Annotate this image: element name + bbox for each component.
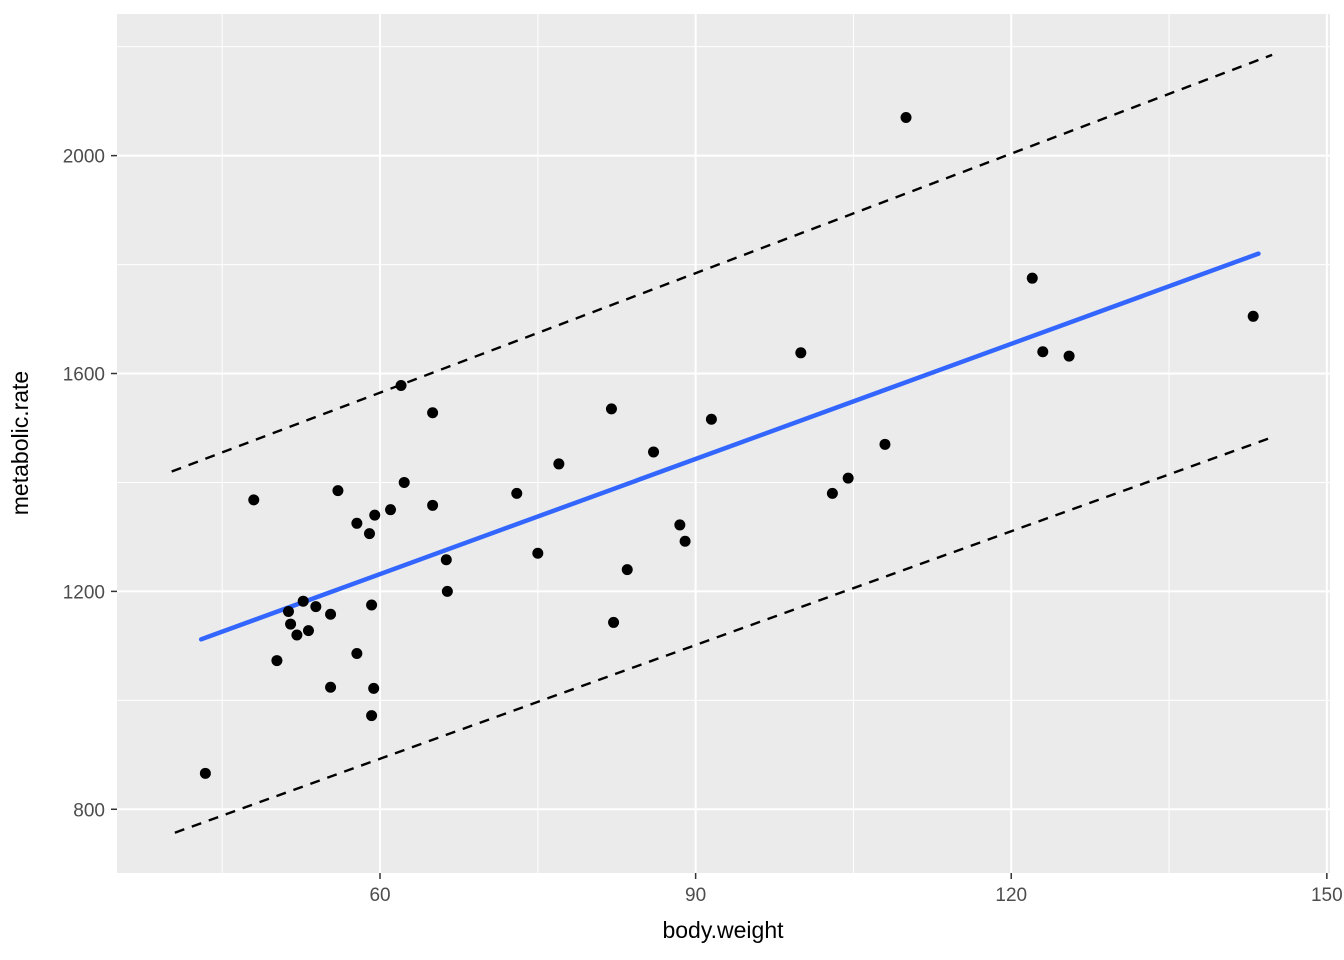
data-point — [291, 629, 303, 641]
data-point — [553, 458, 565, 470]
x-tick-label: 150 — [1311, 885, 1343, 906]
x-tick-label: 60 — [369, 885, 390, 906]
data-point — [398, 476, 410, 488]
data-point — [297, 595, 309, 607]
data-point — [325, 608, 337, 620]
data-point — [879, 438, 891, 450]
data-point — [351, 647, 363, 659]
data-point — [395, 379, 407, 391]
upper-prediction-line — [171, 53, 1273, 473]
data-point — [440, 554, 452, 566]
x-axis-tick-labels: 60 90 120 150 — [369, 885, 1342, 906]
x-tick-label: 90 — [685, 885, 706, 906]
data-point — [302, 625, 314, 637]
data-point — [368, 682, 380, 694]
data-point — [826, 487, 838, 499]
data-point — [621, 564, 633, 576]
minor-gridlines — [117, 14, 1330, 873]
data-point — [1063, 350, 1075, 362]
y-axis-tick-marks — [111, 154, 117, 811]
data-point — [1026, 272, 1038, 284]
data-point — [674, 519, 686, 531]
data-point — [511, 487, 523, 499]
data-point — [532, 547, 544, 559]
data-point — [248, 494, 260, 506]
y-tick-label: 2000 — [63, 147, 105, 168]
plot-panel — [117, 14, 1330, 873]
data-point — [427, 499, 439, 511]
data-point — [1037, 346, 1049, 358]
data-point — [441, 585, 453, 597]
major-gridlines — [117, 14, 1330, 873]
data-point — [605, 403, 617, 415]
data-point — [271, 655, 283, 667]
y-tick-label: 1600 — [63, 365, 105, 386]
y-tick-label: 800 — [73, 800, 105, 821]
data-point — [705, 413, 717, 425]
data-point — [285, 618, 297, 630]
x-tick-label: 120 — [995, 885, 1027, 906]
y-axis-title: metabolic.rate — [7, 371, 33, 515]
prediction-interval-lines — [171, 53, 1273, 834]
data-point — [351, 517, 363, 529]
data-point — [199, 767, 211, 779]
data-point — [325, 681, 337, 693]
data-point — [842, 472, 854, 484]
data-point — [648, 446, 660, 458]
data-point — [427, 407, 439, 419]
data-point — [795, 347, 807, 359]
data-point — [369, 509, 381, 521]
data-point — [679, 535, 691, 547]
x-axis-title: body.weight — [662, 917, 784, 943]
data-point — [900, 111, 912, 123]
y-tick-label: 1200 — [63, 582, 105, 603]
regression-line — [198, 251, 1261, 642]
data-point — [310, 601, 322, 613]
x-axis-tick-marks — [379, 873, 1328, 879]
data-point — [332, 485, 344, 497]
data-point — [363, 528, 375, 540]
scatter-points — [199, 111, 1259, 779]
data-point — [366, 599, 378, 611]
y-axis-tick-labels: 800 1200 1600 2000 — [63, 147, 105, 822]
regression-line-segment — [198, 251, 1261, 642]
data-point — [385, 504, 397, 516]
data-point — [1247, 310, 1259, 322]
lower-prediction-line — [174, 436, 1273, 834]
data-point — [608, 616, 620, 628]
data-point — [366, 710, 378, 722]
data-point — [282, 606, 294, 618]
